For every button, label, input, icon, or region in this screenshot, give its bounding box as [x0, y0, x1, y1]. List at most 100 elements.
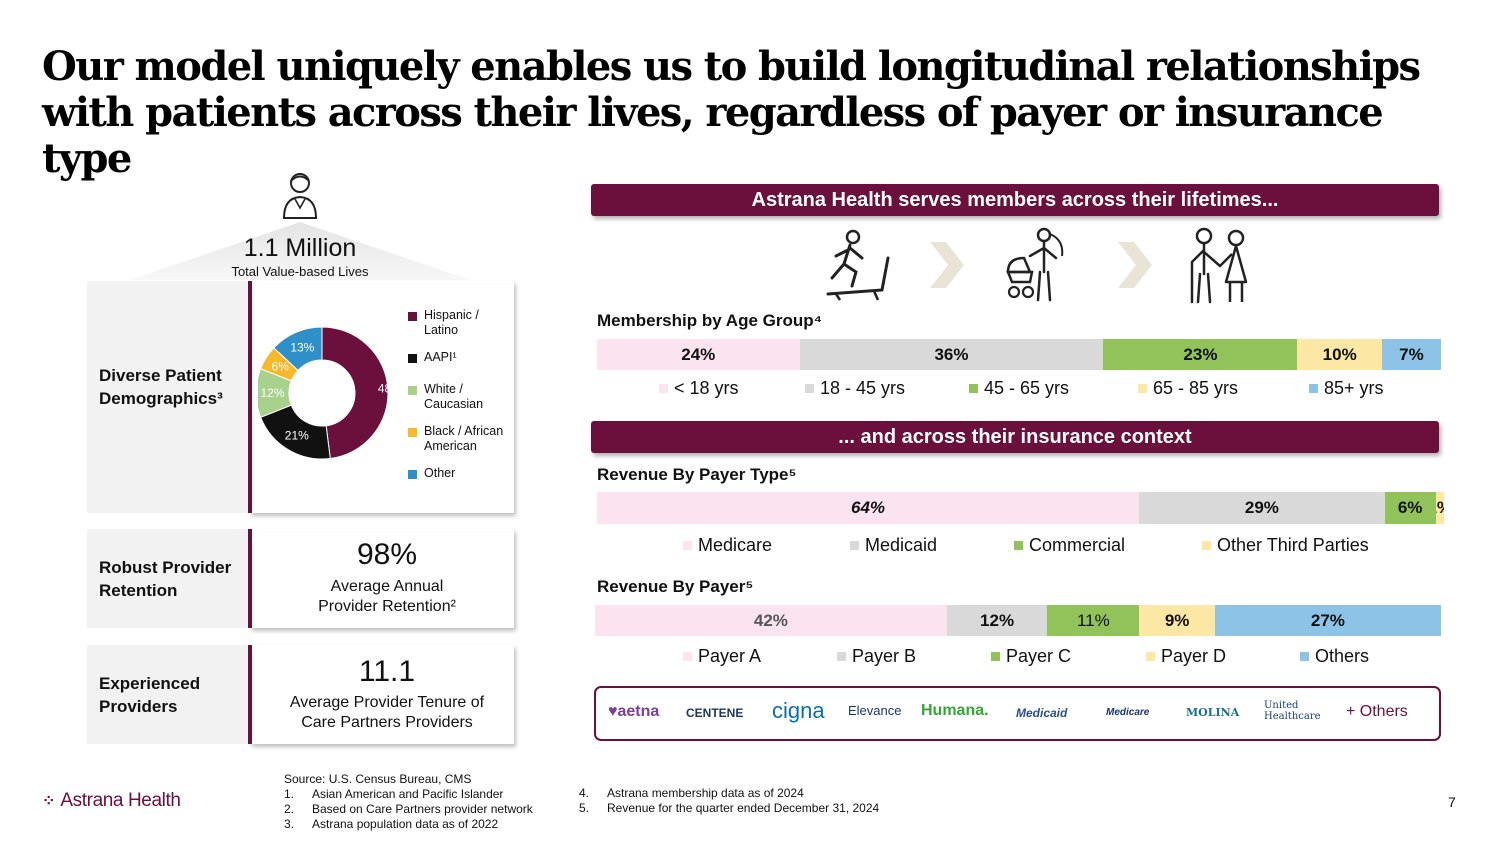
- legend-swatch: [1202, 541, 1211, 550]
- legend-label: Payer D: [1161, 646, 1227, 666]
- aetna-logo: ♥aetna: [608, 703, 660, 720]
- legend-swatch: [1309, 384, 1318, 393]
- running-treadmill-icon: [826, 228, 894, 302]
- legend-swatch: [408, 470, 417, 479]
- footnotes-right: 4. Astrana membership data as of 2024 5. R…: [579, 786, 879, 816]
- footnote: 3. Astrana population data as of 2022: [284, 817, 499, 831]
- footnotes-left: 1. Asian American and Pacific Islander 2.…: [284, 787, 533, 832]
- legend-swatch: [969, 384, 978, 393]
- age-group-legend: < 18 yrs 18 - 45 yrs 45 - 65 yrs 65 - 85 yr…: [597, 378, 1441, 402]
- legend-item: < 18 yrs: [659, 378, 739, 399]
- demographics-label-cell: [87, 281, 250, 513]
- legend-label: Medicare: [698, 535, 773, 555]
- donut-slice: [273, 326, 323, 372]
- demographics-divider: [248, 281, 252, 513]
- bar-segment: 23%: [1103, 339, 1298, 370]
- cigna-logo: cigna: [772, 698, 825, 723]
- bar-segment: 42%: [595, 605, 947, 636]
- bar-segment: 24%: [597, 339, 800, 370]
- medicare-logo: Medicare: [1106, 707, 1150, 718]
- payer-type-legend: Medicare Medicaid Commercial Other Third Pa…: [597, 535, 1441, 559]
- bar-segment: 10%: [1297, 339, 1382, 370]
- legend-swatch: [683, 652, 692, 661]
- legend-label: Others: [1315, 646, 1370, 666]
- page-title: Our model uniquely enables us to build l…: [42, 43, 1421, 182]
- legend-swatch: [659, 384, 668, 393]
- demographics-legend: Hispanic / Latino AAPI¹ White / Caucasia…: [408, 308, 514, 482]
- donut-data-label: 13%: [290, 341, 314, 355]
- payer-type-title: Revenue By Payer Type⁵: [597, 465, 797, 484]
- bar-segment: 27%: [1214, 605, 1441, 636]
- experience-desc-1: Average Provider Tenure of: [289, 694, 485, 711]
- footnote: 5. Revenue for the quarter ended December…: [579, 801, 880, 815]
- experience-desc-2: Care Partners Providers: [301, 714, 473, 731]
- demographics-donut-chart: 48% 21% 12% 6%13%: [258, 326, 398, 460]
- retention-label: Robust Provider Retention: [99, 558, 232, 600]
- payer-bar: 42% 12% 11% 9% 27%: [595, 605, 1441, 636]
- footnote: 1. Asian American and Pacific Islander: [284, 787, 504, 801]
- insurance-banner: ... and across their insurance context: [591, 421, 1439, 453]
- legend-item: 65 - 85 yrs: [1138, 378, 1238, 399]
- demographics-label: Diverse Patient Demographics³: [99, 366, 223, 408]
- legend-label: Other Third Parties: [1217, 535, 1369, 555]
- legend-swatch: [1138, 384, 1147, 393]
- age-group-bar: 24% 36% 23% 10% 7%: [597, 339, 1441, 370]
- lives-value: 1.1 Million: [243, 234, 357, 262]
- legend-swatch: [1014, 541, 1023, 550]
- retention-desc-2: Provider Retention²: [318, 598, 456, 615]
- experience-label-cell: [87, 645, 250, 744]
- legend-item: Payer D: [1146, 646, 1226, 667]
- legend-label: Payer A: [698, 646, 762, 666]
- chevron-right-icon: [930, 242, 964, 288]
- legend-item-aapi: AAPI¹: [408, 350, 514, 378]
- legend-swatch: [1146, 652, 1155, 661]
- legend-item: Payer A: [683, 646, 761, 667]
- legend-label: 65 - 85 yrs: [1153, 378, 1239, 398]
- others-logo: + Others: [1346, 703, 1408, 720]
- legend-label: Payer B: [852, 646, 917, 666]
- footnote: 2. Based on Care Partners provider networ…: [284, 802, 533, 816]
- retention-value-cell: [250, 529, 514, 628]
- legend-swatch: [991, 652, 1000, 661]
- legend-label: 85+ yrs: [1324, 378, 1384, 398]
- legend-swatch: [805, 384, 814, 393]
- donut-data-label: 48%: [378, 382, 398, 396]
- legend-swatch: [408, 428, 417, 437]
- legend-label: Medicaid: [865, 535, 938, 555]
- legend-item: Medicaid: [850, 535, 937, 556]
- page-number: 7: [1448, 794, 1456, 810]
- donut-data-label: 6%: [272, 359, 290, 373]
- donut-data-label: 12%: [260, 386, 284, 400]
- legend-item: Payer C: [991, 646, 1071, 667]
- payer-title: Revenue By Payer⁵: [597, 577, 754, 596]
- legend-swatch: [850, 541, 859, 550]
- mother-stroller-icon: [1004, 226, 1074, 306]
- experience-value-cell: [250, 645, 514, 744]
- bar-segment: 64%: [597, 492, 1140, 524]
- experience-value: 11.1: [358, 655, 416, 688]
- legend-swatch: [408, 386, 417, 395]
- legend-item-other: Other: [408, 466, 514, 482]
- legend-label: 45 - 65 yrs: [984, 378, 1070, 398]
- legend-label: 18 - 45 yrs: [820, 378, 906, 398]
- experience-divider: [248, 645, 252, 744]
- legend-label: Payer C: [1006, 646, 1072, 666]
- legend-item: 45 - 65 yrs: [969, 378, 1069, 399]
- bar-segment: 6%: [1384, 492, 1436, 524]
- retention-divider: [248, 529, 252, 628]
- humana-logo: Humana.: [921, 702, 989, 719]
- legend-item-white: White / Caucasian: [408, 382, 514, 412]
- bar-segment: 7%: [1381, 339, 1441, 370]
- legend-item-black: Black / African American: [408, 424, 514, 454]
- bar-segment: 12%: [946, 605, 1048, 636]
- footnote: 4. Astrana membership data as of 2024: [579, 786, 804, 800]
- legend-label: < 18 yrs: [674, 378, 739, 398]
- unitedhealthcare-logo: United Healthcare: [1264, 700, 1321, 722]
- elevance-logo: Elevance: [848, 703, 902, 718]
- lives-label: Total Value-based Lives: [231, 264, 369, 279]
- legend-item: Other Third Parties: [1202, 535, 1369, 556]
- centene-logo: CENTENE: [686, 706, 744, 720]
- retention-label-cell: [87, 529, 250, 628]
- footnote-source: Source: U.S. Census Bureau, CMS: [284, 772, 472, 786]
- legend-label: Commercial: [1029, 535, 1126, 555]
